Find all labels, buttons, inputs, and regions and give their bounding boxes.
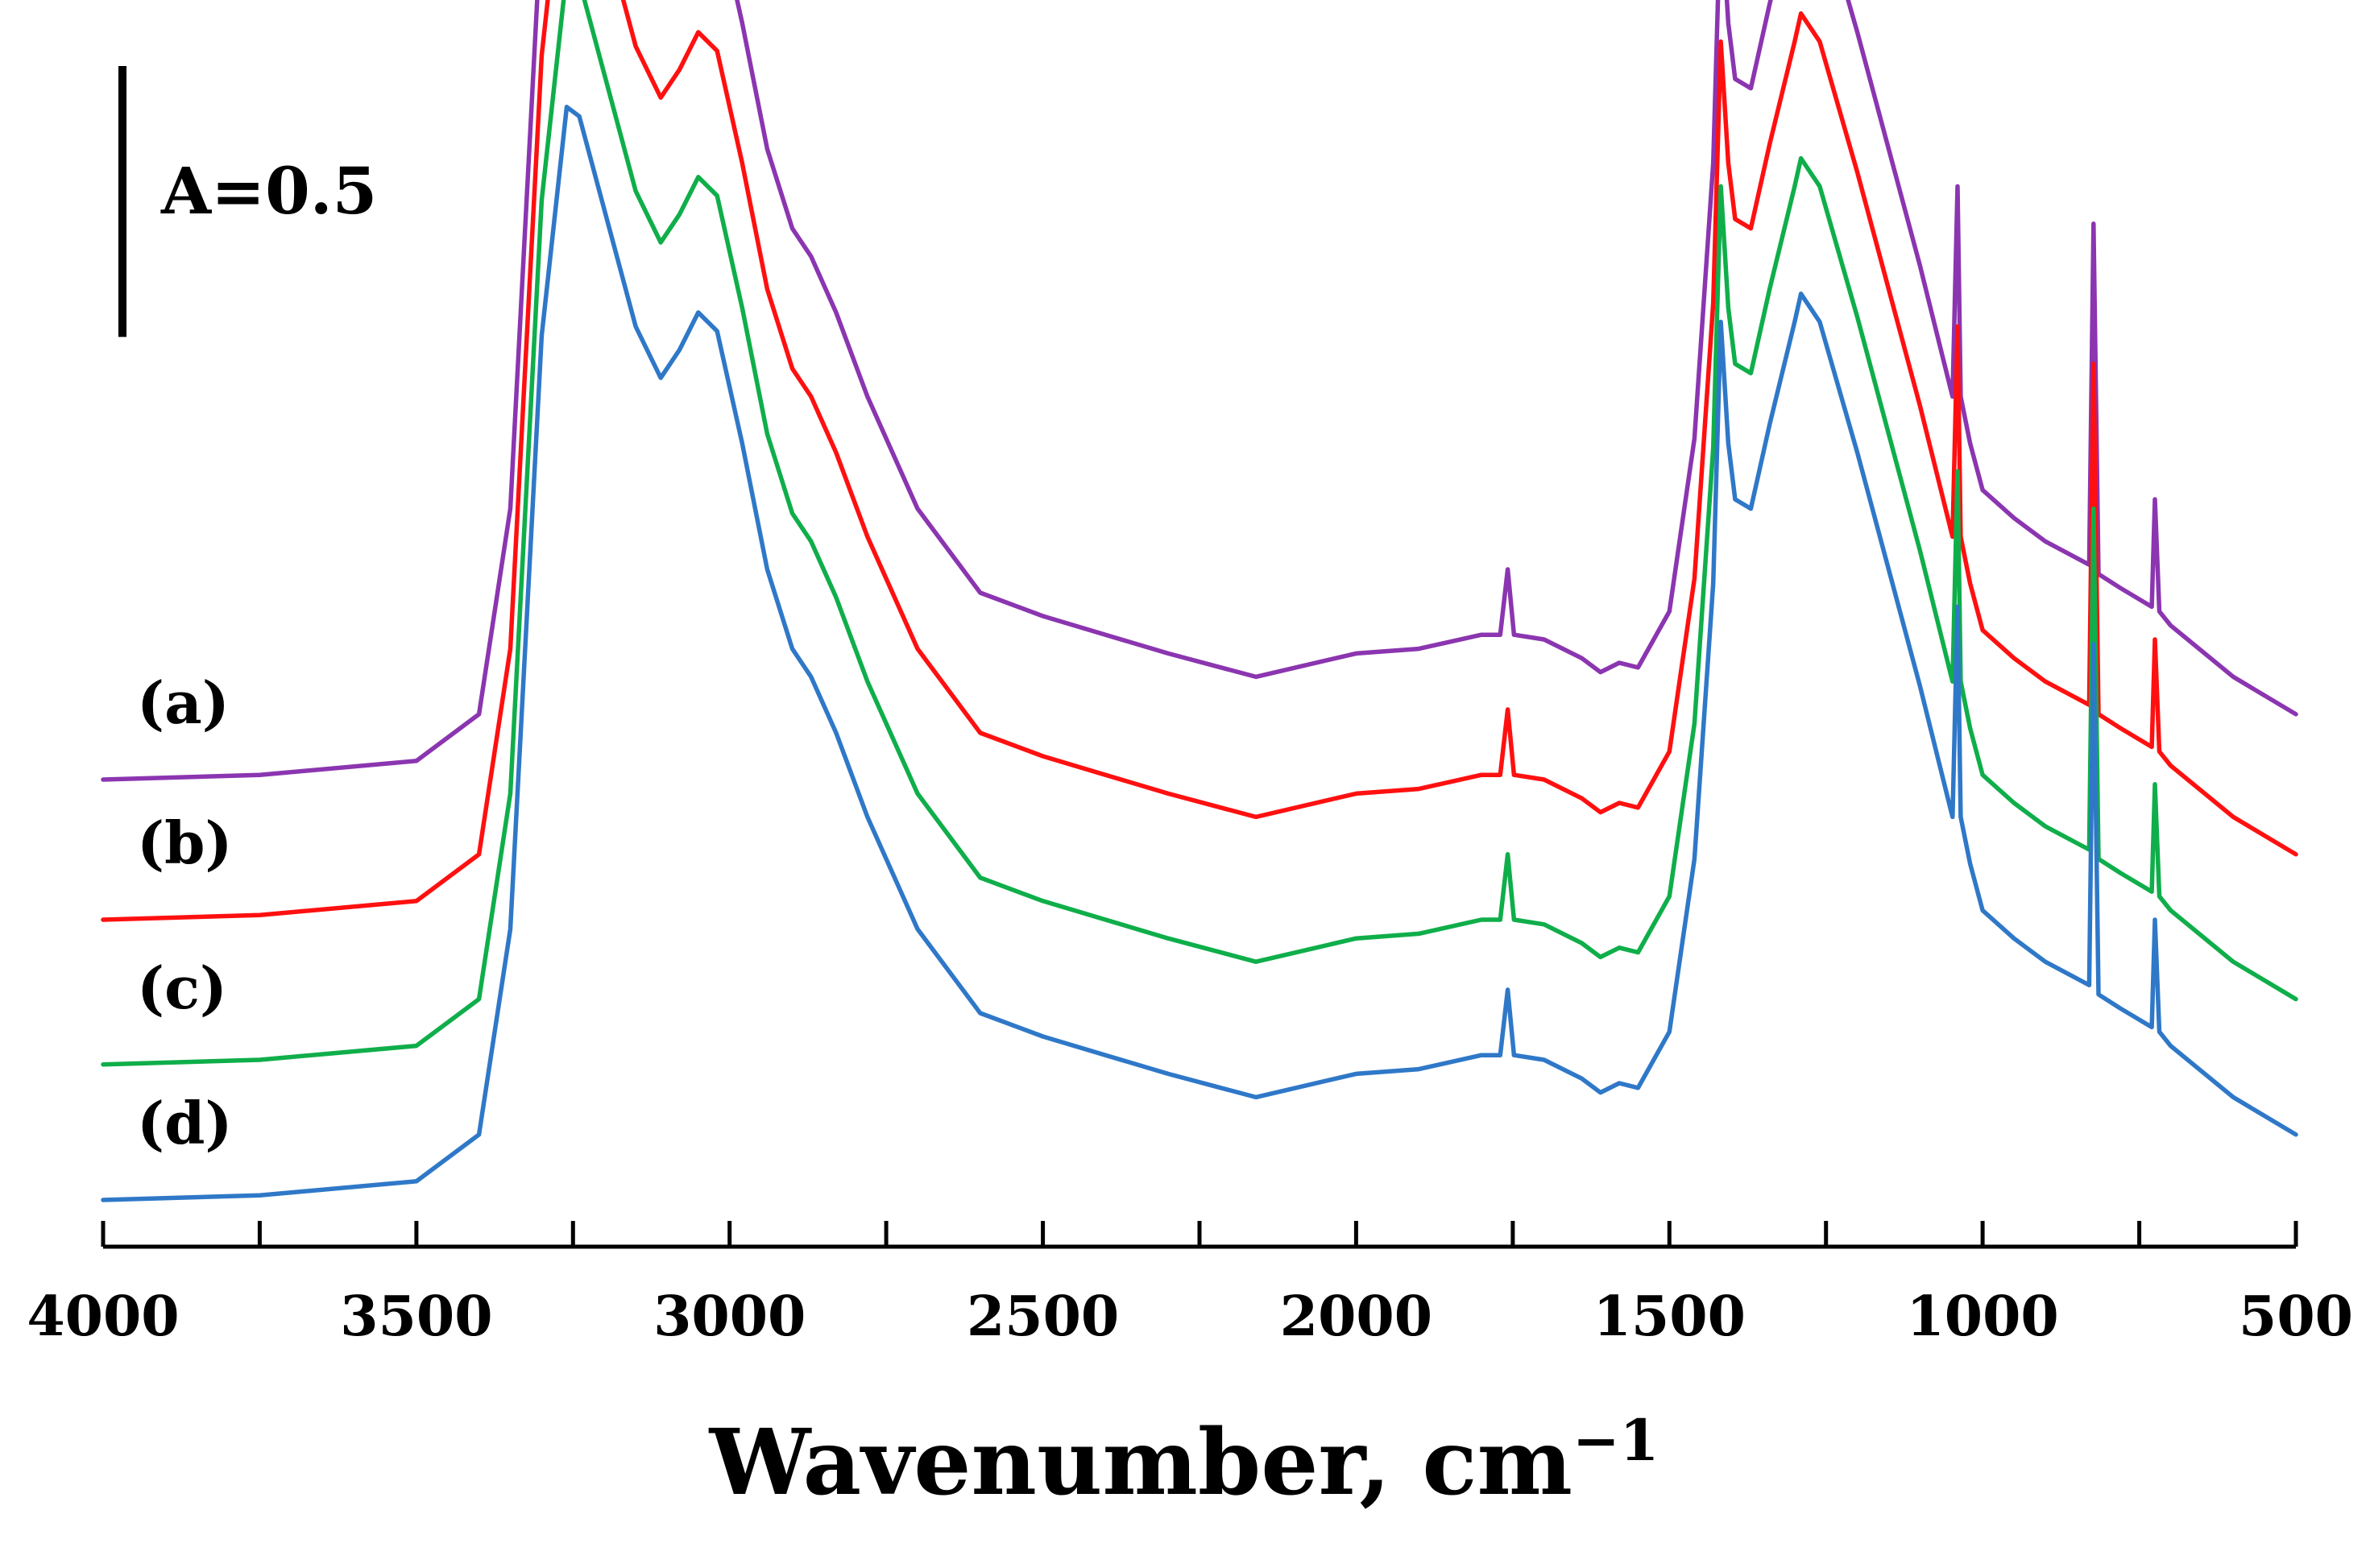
x-axis-title-text: Wavenumber, cm — [709, 1410, 1572, 1516]
scale-bar-label: A=0.5 — [160, 153, 377, 229]
series-label-layer: (a) (b) (c) (d) — [137, 668, 232, 1157]
x-tick-label: 2000 — [1280, 1285, 1432, 1349]
series-label-d: (d) — [137, 1089, 232, 1157]
x-tick-label: 3000 — [653, 1285, 806, 1349]
scale-bar: A=0.5 — [118, 66, 377, 337]
series-label-a: (a) — [137, 668, 230, 737]
series-label-c: (c) — [137, 954, 227, 1022]
series-layer — [101, 0, 2298, 1202]
x-axis-title-superscript: −1 — [1572, 1407, 1659, 1474]
x-axis-title: Wavenumber, cm−1 — [709, 1407, 1659, 1516]
series-line-d — [101, 105, 2298, 1202]
series-label-b: (b) — [137, 809, 232, 877]
series-line-b — [101, 0, 2298, 922]
x-tick-label: 2500 — [967, 1285, 1119, 1349]
series-line-a — [101, 0, 2298, 782]
x-tick-label: 1500 — [1593, 1285, 1746, 1349]
x-tick-label: 4000 — [27, 1285, 179, 1349]
x-tick-label: 1000 — [1906, 1285, 2058, 1349]
x-axis: 4000 3500 3000 2500 2000 1500 1000 500 — [27, 1221, 2353, 1349]
series-line-c — [101, 0, 2298, 1067]
x-tick-label: 500 — [2239, 1285, 2353, 1349]
x-tick-label: 3500 — [340, 1285, 492, 1349]
